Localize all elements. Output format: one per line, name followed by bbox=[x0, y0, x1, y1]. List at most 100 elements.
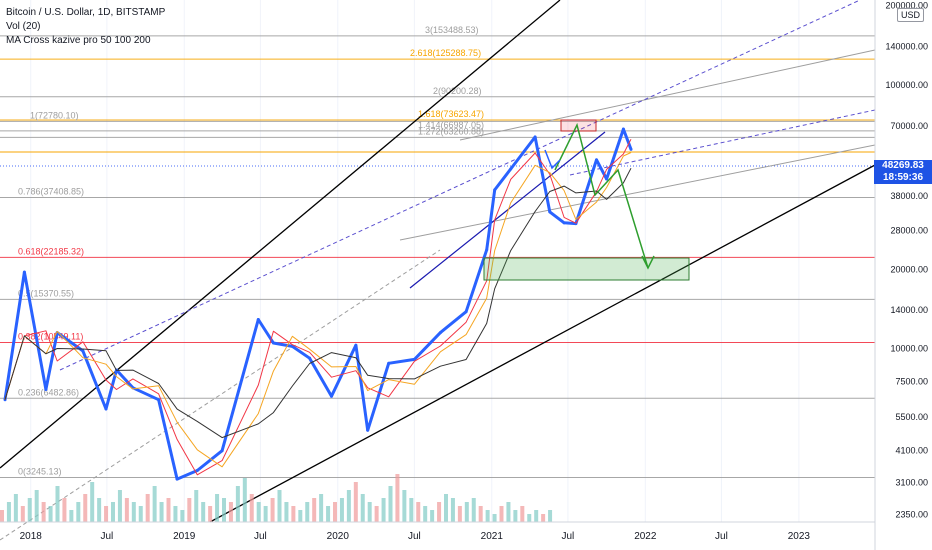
volume-bar bbox=[228, 502, 233, 522]
volume-bar bbox=[0, 510, 4, 522]
volume-bar bbox=[138, 506, 143, 522]
x-tick-label: Jul bbox=[408, 531, 421, 542]
volume-bar bbox=[513, 510, 518, 522]
volume-bar bbox=[222, 498, 226, 522]
projection-arrowhead bbox=[641, 255, 655, 270]
x-tick-label: 2021 bbox=[481, 531, 504, 542]
volume-bar bbox=[235, 486, 240, 522]
volume-bar bbox=[6, 502, 11, 522]
current-price-value: 48269.83 bbox=[882, 160, 924, 171]
x-tick-label: Jul bbox=[715, 531, 728, 542]
volume-bar bbox=[111, 502, 115, 522]
ma100-line bbox=[4, 152, 632, 468]
blue-projection-arrow bbox=[544, 149, 561, 170]
y-tick-label: 200000.00 bbox=[885, 1, 928, 11]
volume-bar bbox=[360, 494, 365, 522]
currency-badge[interactable]: USD bbox=[896, 8, 924, 22]
volume-bar bbox=[145, 494, 150, 522]
volume-bar bbox=[62, 498, 67, 522]
x-tick-label: 2019 bbox=[173, 531, 196, 542]
price-point bbox=[485, 248, 489, 252]
volume-bar bbox=[27, 498, 32, 522]
volume-bar bbox=[437, 502, 442, 522]
fib-level-label: 0.236(6482.86) bbox=[18, 387, 79, 397]
support-line bbox=[409, 131, 606, 289]
volume-bar bbox=[367, 502, 372, 522]
y-tick-label: 10000.00 bbox=[890, 344, 928, 354]
volume-bar bbox=[69, 510, 74, 522]
price-point bbox=[329, 394, 333, 398]
ma50-line bbox=[4, 138, 632, 476]
volume-bar bbox=[48, 506, 53, 522]
volume-bar bbox=[520, 506, 525, 522]
price-point bbox=[412, 357, 416, 361]
volume-bar bbox=[339, 498, 344, 522]
fib-level-label: 1.618(73623.47) bbox=[418, 109, 484, 119]
volume-bar bbox=[291, 506, 296, 522]
volume-bar bbox=[117, 490, 122, 522]
volume-bar bbox=[166, 498, 171, 522]
fib-level-label: 2(90200.28) bbox=[433, 86, 482, 96]
chart-legend: Bitcoin / U.S. Dollar, 1D, BITSTAMP Vol … bbox=[6, 6, 165, 48]
fib-level-label: 1.414(66987.05) bbox=[418, 120, 484, 130]
price-point bbox=[509, 167, 513, 171]
candle-countdown: 18:59:36 bbox=[882, 172, 924, 183]
fib-level-label: 0(3245.13) bbox=[18, 466, 62, 476]
price-point bbox=[22, 270, 26, 274]
price-point bbox=[605, 177, 609, 181]
dashed-trend-line bbox=[569, 109, 876, 176]
volume-bar bbox=[423, 506, 428, 522]
volume-bar bbox=[298, 510, 303, 522]
y-tick-label: 3100.00 bbox=[895, 478, 928, 488]
price-point bbox=[220, 449, 224, 453]
price-point bbox=[157, 398, 161, 402]
price-point bbox=[271, 341, 275, 345]
fib-level-label: 2.618(125288.75) bbox=[410, 48, 481, 58]
fib-level-label: 0.5(15370.55) bbox=[18, 288, 74, 298]
y-tick-label: 14000.00 bbox=[890, 305, 928, 315]
volume-bar bbox=[13, 494, 18, 522]
fib-level-label: 0.618(22185.32) bbox=[18, 246, 84, 256]
target-box-bottom bbox=[483, 257, 690, 281]
lower-channel-line bbox=[209, 164, 876, 523]
volume-bar bbox=[548, 510, 553, 522]
price-point bbox=[464, 310, 468, 314]
volume-bar bbox=[430, 510, 435, 522]
volume-bar bbox=[471, 498, 476, 522]
price-point bbox=[44, 387, 48, 391]
volume-bar bbox=[374, 506, 379, 522]
x-tick-label: Jul bbox=[562, 531, 575, 542]
dashed-trend-line bbox=[0, 249, 441, 541]
volume-bar bbox=[215, 494, 220, 522]
fib-level-label: 1(72780.10) bbox=[30, 110, 79, 120]
fib-level-label: 0.382(10549.11) bbox=[18, 331, 83, 341]
volume-bar bbox=[346, 490, 351, 522]
legend-ma-cross[interactable]: MA Cross kazive pro 50 100 200 bbox=[6, 35, 151, 46]
upper-channel-line bbox=[0, 0, 561, 469]
y-axis-background bbox=[875, 0, 932, 550]
current-price-label: 48269.83 18:59:36 bbox=[874, 160, 932, 184]
volume-bar bbox=[97, 498, 102, 522]
price-point bbox=[438, 331, 442, 335]
volume-bar bbox=[34, 490, 39, 522]
volume-bar bbox=[485, 510, 490, 522]
volume-bar bbox=[506, 502, 511, 522]
y-tick-label: 140000.00 bbox=[885, 41, 928, 51]
y-tick-label: 38000.00 bbox=[890, 191, 928, 201]
volume-bar bbox=[381, 498, 386, 522]
price-point bbox=[493, 188, 497, 192]
price-series-line bbox=[3, 127, 633, 481]
legend-volume[interactable]: Vol (20) bbox=[6, 21, 41, 32]
volume-bar bbox=[312, 498, 317, 522]
y-tick-label: 2350.00 bbox=[895, 509, 928, 519]
x-tick-label: 2023 bbox=[788, 531, 811, 542]
volume-bar bbox=[333, 502, 337, 522]
legend-symbol[interactable]: Bitcoin / U.S. Dollar, 1D, BITSTAMP bbox=[6, 7, 166, 18]
price-point bbox=[629, 147, 633, 151]
fib-level-label: 1.272(63260.88) bbox=[418, 126, 484, 136]
x-tick-label: Jul bbox=[254, 531, 267, 542]
volume-bar bbox=[416, 502, 421, 522]
volume-bar bbox=[76, 502, 81, 522]
